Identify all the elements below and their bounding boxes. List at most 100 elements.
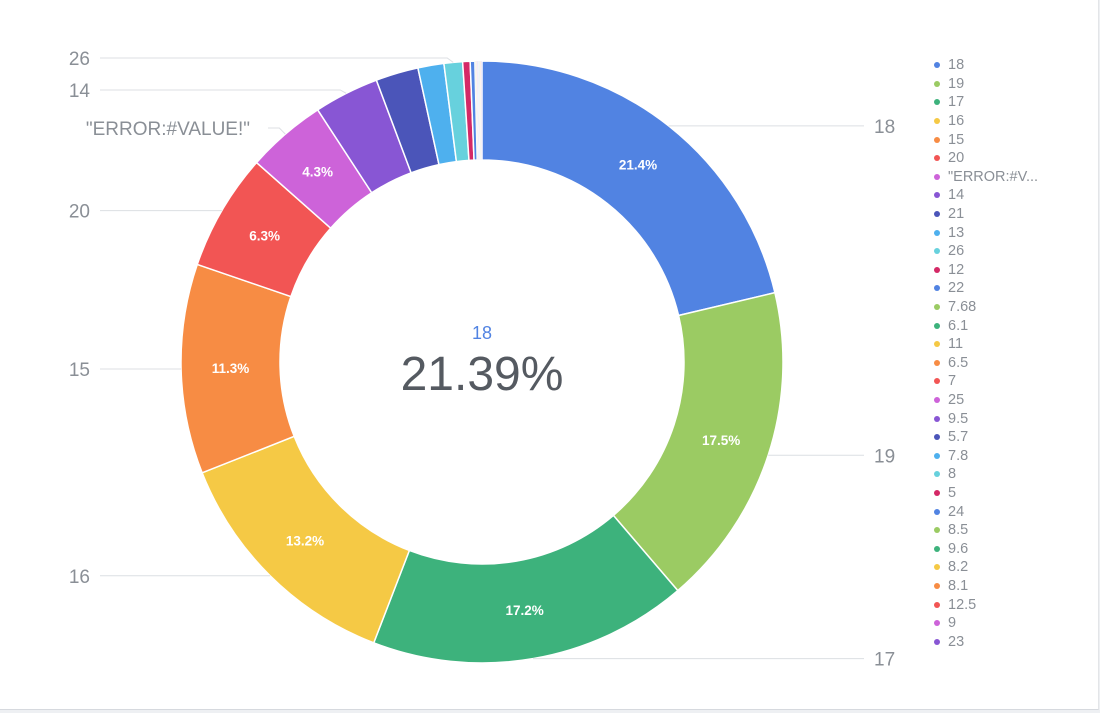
slice-percent-labels: 21.4% 17.5% 17.2% 13.2% 11.3% 6.3% 4.3% xyxy=(212,158,740,618)
legend-color-dot xyxy=(934,582,940,589)
legend-label: 16 xyxy=(948,113,965,130)
legend-item[interactable]: 8.5 xyxy=(934,521,1084,540)
legend-item[interactable]: 23 xyxy=(934,632,1084,651)
legend-color-dot xyxy=(934,248,940,255)
slice-percent-label: 17.2% xyxy=(505,603,543,618)
center-category-label: 18 xyxy=(472,323,492,343)
legend-item[interactable]: 20 xyxy=(934,149,1084,168)
callout-label: 15 xyxy=(69,360,90,381)
legend-item[interactable]: 6.1 xyxy=(934,316,1084,335)
legend-item[interactable]: 15 xyxy=(934,130,1084,149)
legend-item[interactable]: 18 xyxy=(934,56,1084,75)
legend-item[interactable]: 6.5 xyxy=(934,354,1084,373)
legend-item[interactable]: 7.8 xyxy=(934,446,1084,465)
legend-color-dot xyxy=(934,285,940,292)
legend-color-dot xyxy=(934,564,940,571)
legend-item[interactable]: 13 xyxy=(934,223,1084,242)
legend-label: 12 xyxy=(948,261,965,278)
legend-item[interactable]: 7.68 xyxy=(934,298,1084,317)
legend-label: 8 xyxy=(948,466,957,483)
legend-label: 19 xyxy=(948,75,965,92)
legend-label: 21 xyxy=(948,206,965,223)
legend-item[interactable]: 8 xyxy=(934,465,1084,484)
legend-label: 23 xyxy=(948,633,965,650)
legend-color-dot xyxy=(934,527,940,534)
legend-item[interactable]: 9.6 xyxy=(934,539,1084,558)
legend-color-dot xyxy=(934,62,940,69)
legend-label: 7 xyxy=(948,373,957,390)
legend-item[interactable]: 12.5 xyxy=(934,595,1084,614)
legend-color-dot xyxy=(934,620,940,627)
callout-label: 26 xyxy=(69,49,90,70)
legend-item[interactable]: 21 xyxy=(934,205,1084,224)
legend-item[interactable]: 26 xyxy=(934,242,1084,261)
legend-color-dot xyxy=(934,638,940,645)
legend-label: "ERROR:#V... xyxy=(948,168,1039,185)
legend-color-dot xyxy=(934,118,940,125)
legend-item[interactable]: 9.5 xyxy=(934,409,1084,428)
legend-color-dot xyxy=(934,489,940,496)
legend-item[interactable]: 11 xyxy=(934,335,1084,354)
legend-label: 26 xyxy=(948,243,965,260)
callout-line xyxy=(268,127,286,135)
legend-item[interactable]: 12 xyxy=(934,261,1084,280)
legend-item[interactable]: 24 xyxy=(934,502,1084,521)
callout-line xyxy=(100,57,454,63)
legend-item[interactable]: 14 xyxy=(934,186,1084,205)
donut-slices xyxy=(180,60,784,664)
callout-label: 16 xyxy=(69,567,90,588)
callout-label: 17 xyxy=(874,650,895,671)
legend: 18 19 17 16 15 20 "ERROR:#V... 14 21 13 26 12 22 7.68… xyxy=(934,56,1084,651)
legend-color-dot xyxy=(934,396,940,403)
legend-color-dot xyxy=(934,99,940,106)
legend-label: 17 xyxy=(948,94,965,111)
legend-label: 18 xyxy=(948,57,965,74)
legend-label: 7.8 xyxy=(948,447,969,464)
legend-color-dot xyxy=(934,304,940,311)
callout-label: 18 xyxy=(874,117,895,138)
legend-label: 25 xyxy=(948,391,965,408)
legend-label: 12.5 xyxy=(948,596,977,613)
legend-color-dot xyxy=(934,601,940,608)
legend-color-dot xyxy=(934,192,940,199)
legend-item[interactable]: 16 xyxy=(934,112,1084,131)
legend-item[interactable]: 5 xyxy=(934,484,1084,503)
callout-labels: 18 19 17 16 15 20 "ERROR:#VALUE!" 14 26 xyxy=(69,49,895,671)
legend-label: 8.2 xyxy=(948,559,969,576)
legend-item[interactable]: 8.2 xyxy=(934,558,1084,577)
legend-label: 14 xyxy=(948,187,965,204)
legend-label: 24 xyxy=(948,503,965,520)
legend-item[interactable]: 5.7 xyxy=(934,428,1084,447)
legend-item[interactable]: 22 xyxy=(934,279,1084,298)
legend-color-dot xyxy=(934,378,940,385)
legend-item[interactable]: 17 xyxy=(934,93,1084,112)
callout-label: "ERROR:#VALUE!" xyxy=(86,119,250,140)
legend-label: 8.5 xyxy=(948,522,969,539)
legend-color-dot xyxy=(934,341,940,348)
slice-0[interactable] xyxy=(481,60,776,317)
legend-label: 11 xyxy=(948,336,964,353)
legend-color-dot xyxy=(934,322,940,329)
legend-item[interactable]: 19 xyxy=(934,75,1084,94)
callout-label: 20 xyxy=(69,202,90,223)
legend-label: 6.5 xyxy=(948,354,969,371)
legend-color-dot xyxy=(934,266,940,273)
legend-color-dot xyxy=(934,415,940,422)
slice-2[interactable] xyxy=(372,514,679,664)
legend-label: 5 xyxy=(948,484,957,501)
legend-item[interactable]: 25 xyxy=(934,391,1084,410)
legend-color-dot xyxy=(934,155,940,162)
legend-color-dot xyxy=(934,471,940,478)
legend-item[interactable]: 8.1 xyxy=(934,577,1084,596)
legend-item[interactable]: 7 xyxy=(934,372,1084,391)
callout-lines xyxy=(100,57,864,660)
slice-percent-label: 4.3% xyxy=(302,165,333,180)
legend-item[interactable]: 9 xyxy=(934,614,1084,633)
legend-color-dot xyxy=(934,434,940,441)
legend-item[interactable]: "ERROR:#V... xyxy=(934,168,1084,187)
slice-percent-label: 11.3% xyxy=(212,361,250,376)
legend-label: 15 xyxy=(948,131,965,148)
legend-color-dot xyxy=(934,545,940,552)
legend-label: 9.5 xyxy=(948,410,969,427)
